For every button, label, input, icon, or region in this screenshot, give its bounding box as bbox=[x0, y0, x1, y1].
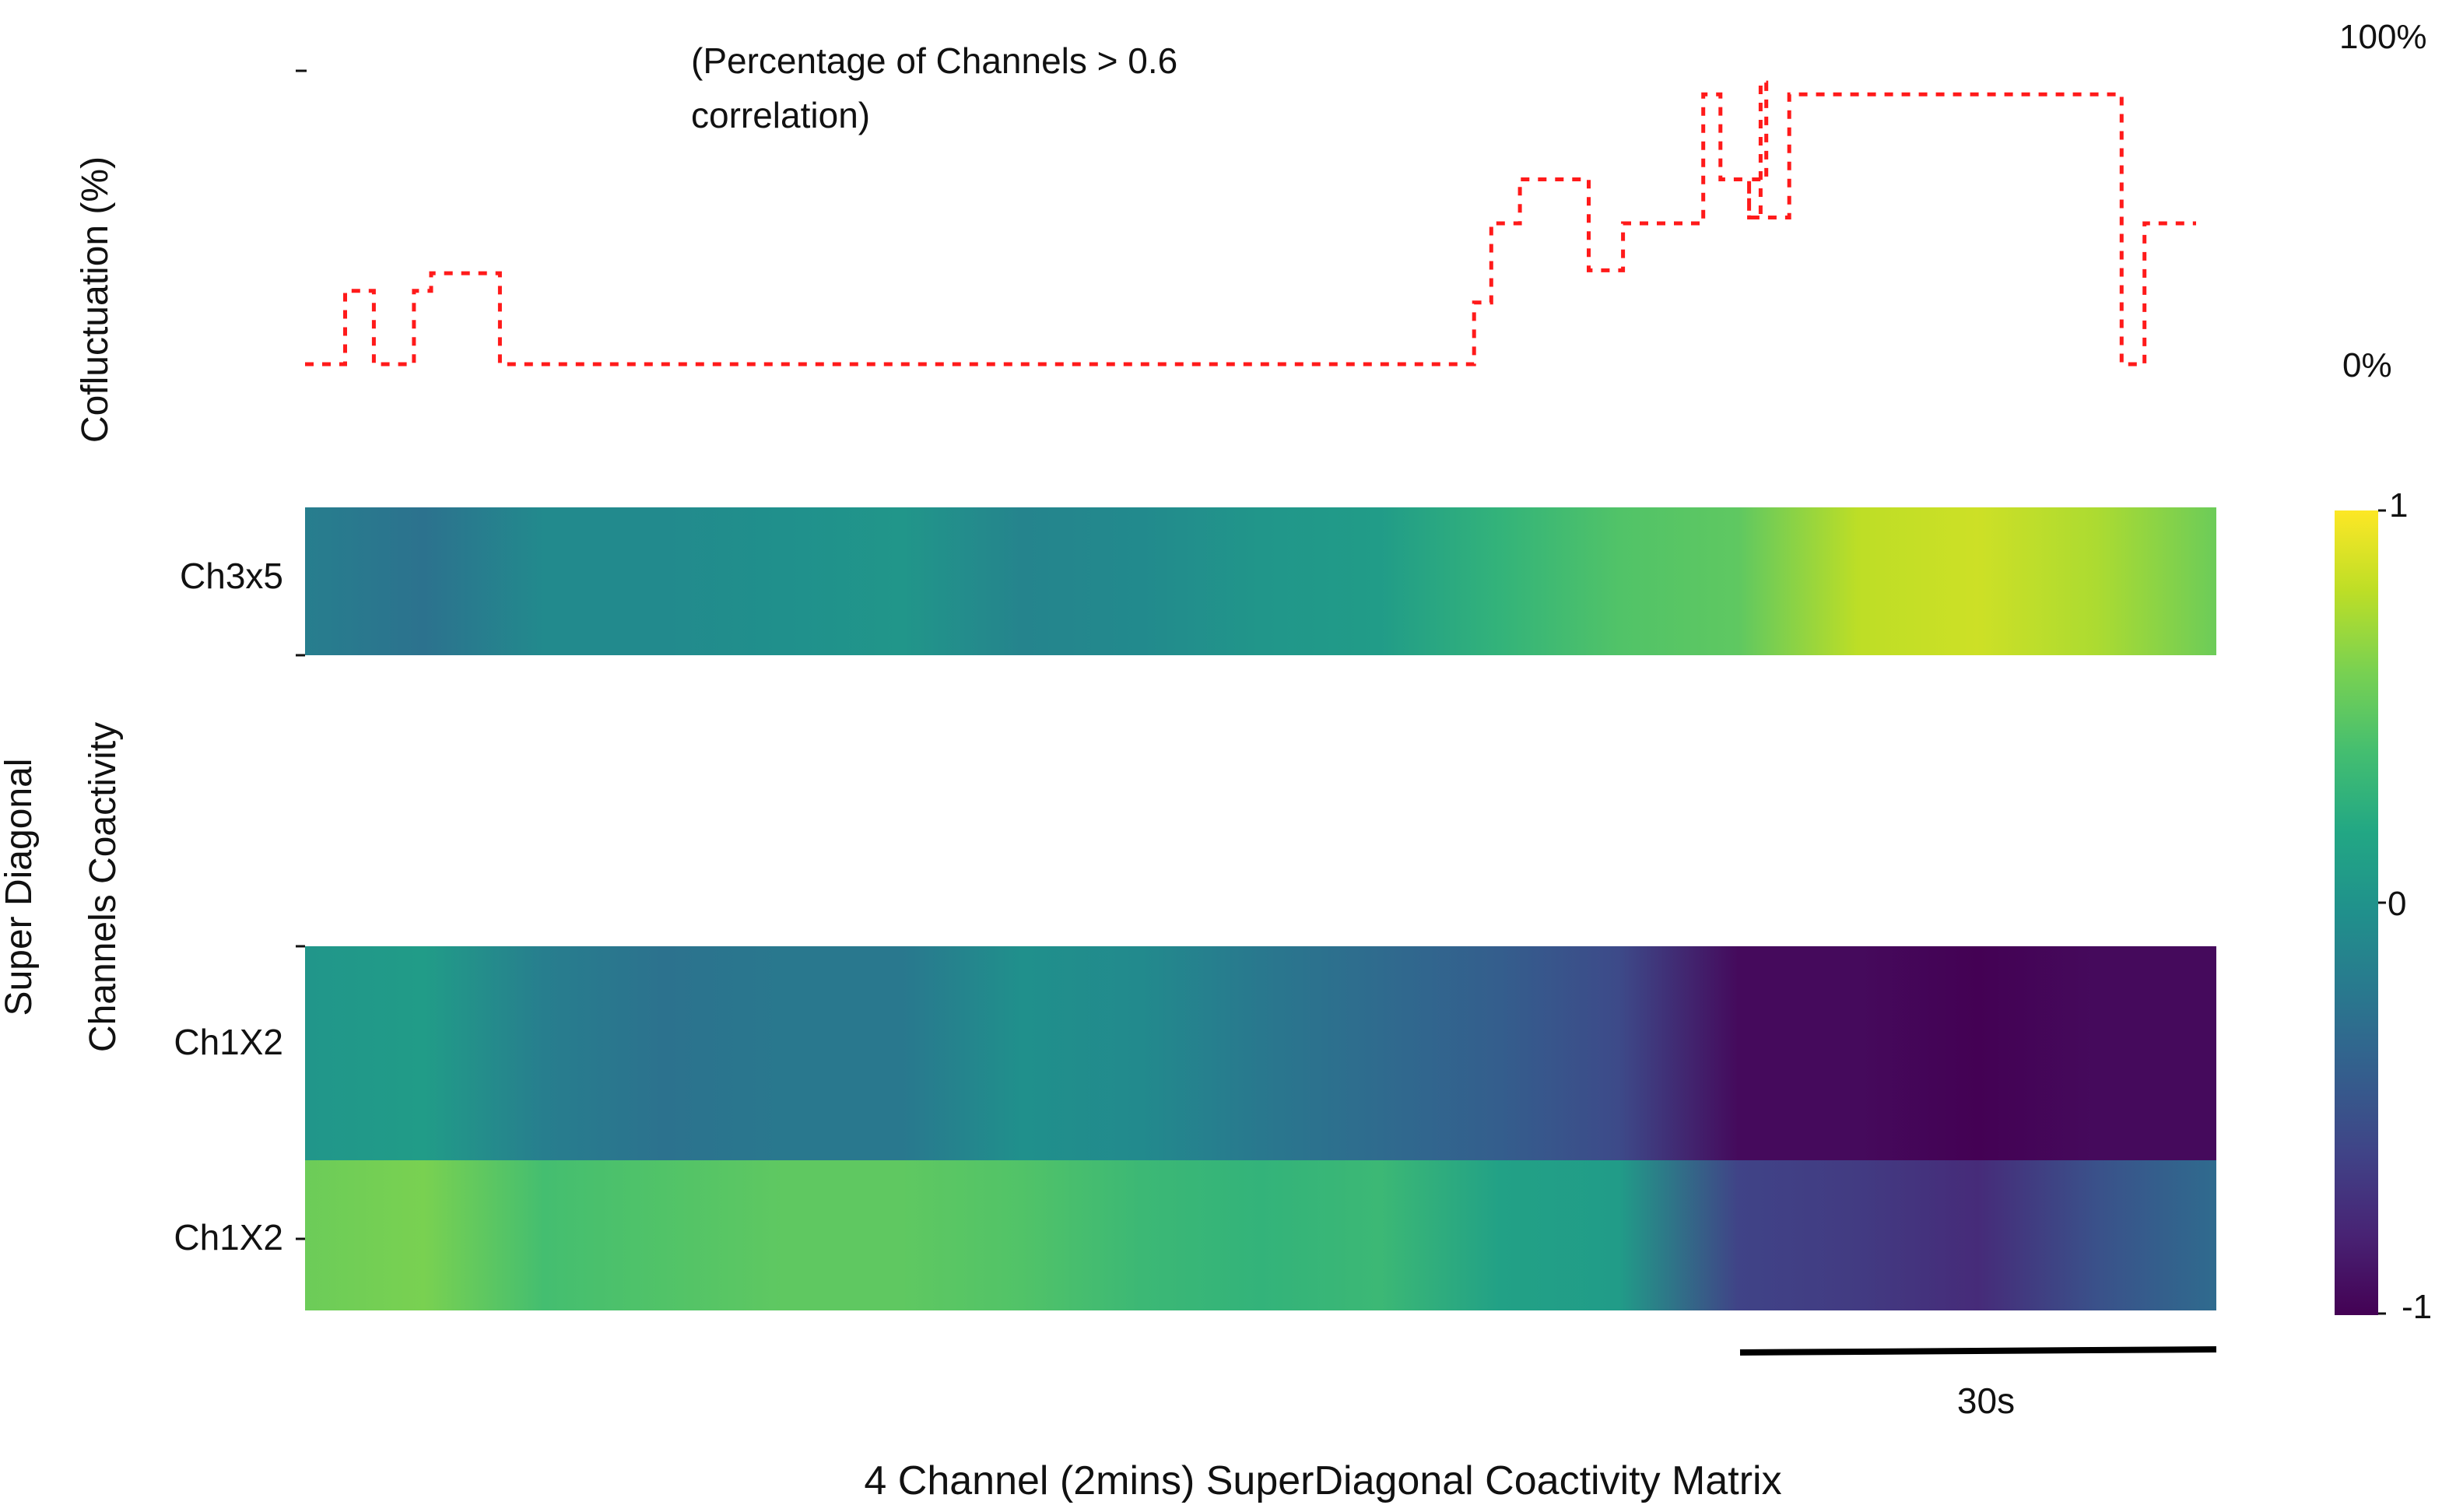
cofluctuation-panel: Cofluctuation (%) (Percentage of Channel… bbox=[75, 18, 2427, 443]
time-scale-bar-label: 30s bbox=[1957, 1380, 2015, 1421]
row-label-ch1x2-upper: Ch1X2 bbox=[174, 1022, 283, 1062]
row-label-ch3x5: Ch3x5 bbox=[180, 556, 283, 596]
right-tick-0: 0% bbox=[2342, 346, 2392, 384]
heatmap-row-ch1x2-upper bbox=[305, 946, 2216, 1160]
colorbar-label-1: 1 bbox=[2389, 486, 2408, 524]
cofluctuation-ylabel: Cofluctuation (%) bbox=[75, 156, 116, 443]
annotation-line-2: correlation) bbox=[691, 95, 870, 135]
heatmap-ylabel-line-2: Channels Coactivity bbox=[82, 722, 124, 1052]
colorbar-label-minus-1: -1 bbox=[2402, 1288, 2432, 1326]
annotation-line-1: (Percentage of Channels > 0.6 bbox=[691, 40, 1177, 81]
heatmap-row-ch3x5 bbox=[305, 507, 2216, 655]
heatmap-row-ch1x2-lower bbox=[305, 1160, 2216, 1310]
time-scale-bar bbox=[1740, 1349, 2216, 1352]
heatmap-xlabel: 4 Channel (2mins) SuperDiagonal Coactivi… bbox=[864, 1458, 1781, 1503]
coactivity-heatmap-panel: Super Diagonal Channels Coactivity Ch3x5… bbox=[0, 486, 2432, 1503]
cofluctuation-series-line bbox=[305, 82, 2196, 364]
right-tick-100: 100% bbox=[2339, 18, 2427, 56]
heatmap-ylabel-line-1: Super Diagonal bbox=[0, 759, 40, 1016]
row-label-ch1x2-lower: Ch1X2 bbox=[174, 1217, 283, 1258]
colorbar bbox=[2335, 510, 2378, 1315]
colorbar-label-0: 0 bbox=[2388, 885, 2406, 923]
